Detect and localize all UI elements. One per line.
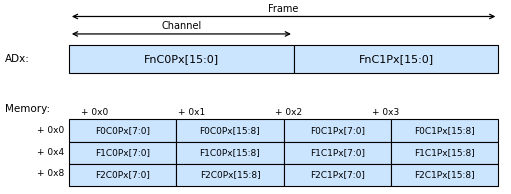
Text: ADx:: ADx:: [5, 54, 30, 64]
Text: F1C0Px[7:0]: F1C0Px[7:0]: [95, 148, 150, 157]
Bar: [284, 142, 391, 164]
Text: FnC1Px[15:0]: FnC1Px[15:0]: [358, 54, 434, 64]
Text: + 0x1: + 0x1: [178, 108, 205, 117]
Text: F0C1Px[7:0]: F0C1Px[7:0]: [310, 126, 365, 135]
Bar: [176, 164, 284, 186]
Text: + 0x4: + 0x4: [37, 148, 64, 157]
Text: Frame: Frame: [268, 4, 299, 14]
Bar: [391, 142, 498, 164]
Text: F0C0Px[15:8]: F0C0Px[15:8]: [200, 126, 260, 135]
Bar: [176, 119, 284, 142]
Text: Memory:: Memory:: [5, 104, 50, 114]
Text: FnC0Px[15:0]: FnC0Px[15:0]: [144, 54, 219, 64]
Bar: [69, 164, 176, 186]
Text: + 0x0: + 0x0: [37, 126, 64, 135]
Text: F1C1Px[15:8]: F1C1Px[15:8]: [414, 148, 475, 157]
Text: + 0x3: + 0x3: [372, 108, 400, 117]
Bar: [391, 164, 498, 186]
Text: + 0x0: + 0x0: [81, 108, 108, 117]
Text: F2C1Px[15:8]: F2C1Px[15:8]: [414, 171, 475, 180]
Bar: [69, 45, 294, 73]
Bar: [391, 119, 498, 142]
Text: + 0x2: + 0x2: [275, 108, 303, 117]
Text: F2C1Px[7:0]: F2C1Px[7:0]: [310, 171, 365, 180]
Text: Channel: Channel: [161, 21, 201, 31]
Text: F0C1Px[15:8]: F0C1Px[15:8]: [414, 126, 475, 135]
Text: + 0x8: + 0x8: [37, 169, 64, 178]
Bar: [294, 45, 498, 73]
Text: F1C1Px[7:0]: F1C1Px[7:0]: [310, 148, 365, 157]
Bar: [284, 119, 391, 142]
Text: F0C0Px[7:0]: F0C0Px[7:0]: [95, 126, 150, 135]
Text: F2C0Px[7:0]: F2C0Px[7:0]: [95, 171, 150, 180]
Bar: [176, 142, 284, 164]
Text: F2C0Px[15:8]: F2C0Px[15:8]: [200, 171, 260, 180]
Bar: [69, 119, 176, 142]
Bar: [284, 164, 391, 186]
Text: F1C0Px[15:8]: F1C0Px[15:8]: [200, 148, 260, 157]
Bar: [69, 142, 176, 164]
